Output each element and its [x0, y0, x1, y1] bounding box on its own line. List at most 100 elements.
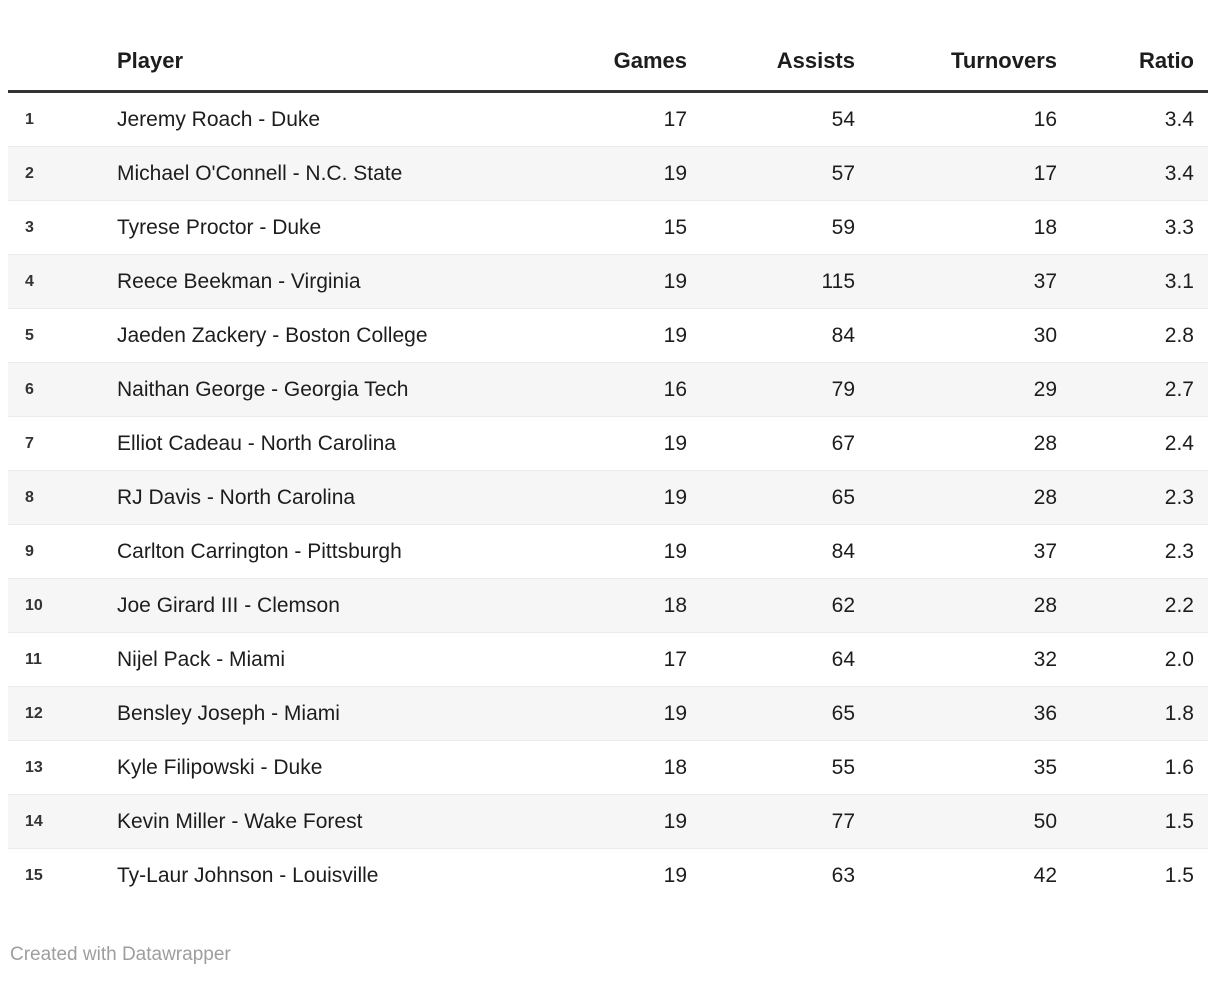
rank-cell: 10 [8, 578, 100, 633]
table-row: 10 Joe Girard III - Clemson 18 62 28 2.2 [8, 578, 1208, 633]
games-cell: 19 [570, 848, 696, 902]
table-row: 4 Reece Beekman - Virginia 19 115 37 3.1 [8, 254, 1208, 309]
player-cell: Jaeden Zackery - Boston College [100, 308, 570, 363]
table-row: 9 Carlton Carrington - Pittsburgh 19 84 … [8, 524, 1208, 579]
assists-cell: 65 [696, 470, 864, 525]
player-cell: Nijel Pack - Miami [100, 632, 570, 687]
turnovers-cell: 16 [864, 91, 1066, 147]
ratio-cell: 2.4 [1066, 416, 1208, 471]
assists-cell: 77 [696, 794, 864, 849]
ratio-cell: 3.3 [1066, 200, 1208, 255]
rank-cell: 12 [8, 686, 100, 741]
rank-cell: 4 [8, 254, 100, 309]
ratio-cell: 3.4 [1066, 146, 1208, 201]
games-cell: 17 [570, 632, 696, 687]
table-row: 14 Kevin Miller - Wake Forest 19 77 50 1… [8, 794, 1208, 849]
assists-cell: 84 [696, 524, 864, 579]
player-cell: Jeremy Roach - Duke [100, 91, 570, 147]
turnovers-cell: 28 [864, 416, 1066, 471]
assists-cell: 79 [696, 362, 864, 417]
turnovers-cell: 42 [864, 848, 1066, 902]
player-cell: Carlton Carrington - Pittsburgh [100, 524, 570, 579]
assists-cell: 84 [696, 308, 864, 363]
header-assists: Assists [696, 0, 864, 93]
assists-cell: 55 [696, 740, 864, 795]
rank-cell: 13 [8, 740, 100, 795]
games-cell: 18 [570, 740, 696, 795]
assist-turnover-table: Player Games Assists Turnovers Ratio 1 J… [8, 0, 1208, 902]
player-cell: Kyle Filipowski - Duke [100, 740, 570, 795]
rank-cell: 11 [8, 632, 100, 687]
table-row: 8 RJ Davis - North Carolina 19 65 28 2.3 [8, 470, 1208, 525]
assists-cell: 54 [696, 91, 864, 147]
player-cell: Kevin Miller - Wake Forest [100, 794, 570, 849]
games-cell: 19 [570, 146, 696, 201]
turnovers-cell: 17 [864, 146, 1066, 201]
assists-cell: 63 [696, 848, 864, 902]
ratio-cell: 2.3 [1066, 524, 1208, 579]
datawrapper-attribution: Created with Datawrapper [10, 944, 231, 965]
rank-cell: 1 [8, 91, 100, 147]
turnovers-cell: 18 [864, 200, 1066, 255]
turnovers-cell: 37 [864, 254, 1066, 309]
games-cell: 19 [570, 416, 696, 471]
table-row: 11 Nijel Pack - Miami 17 64 32 2.0 [8, 632, 1208, 687]
player-cell: RJ Davis - North Carolina [100, 470, 570, 525]
turnovers-cell: 32 [864, 632, 1066, 687]
games-cell: 19 [570, 686, 696, 741]
rank-cell: 3 [8, 200, 100, 255]
assists-cell: 57 [696, 146, 864, 201]
assists-cell: 64 [696, 632, 864, 687]
assists-cell: 59 [696, 200, 864, 255]
header-row: Player Games Assists Turnovers Ratio [8, 0, 1208, 93]
games-cell: 19 [570, 524, 696, 579]
player-cell: Joe Girard III - Clemson [100, 578, 570, 633]
ratio-cell: 2.2 [1066, 578, 1208, 633]
table-row: 12 Bensley Joseph - Miami 19 65 36 1.8 [8, 686, 1208, 741]
table-row: 15 Ty-Laur Johnson - Louisville 19 63 42… [8, 848, 1208, 902]
header-ratio: Ratio [1066, 0, 1208, 93]
ratio-cell: 1.8 [1066, 686, 1208, 741]
table-row: 7 Elliot Cadeau - North Carolina 19 67 2… [8, 416, 1208, 471]
assists-cell: 115 [696, 254, 864, 309]
table-row: 1 Jeremy Roach - Duke 17 54 16 3.4 [8, 91, 1208, 147]
header-rank [8, 0, 100, 93]
rank-cell: 6 [8, 362, 100, 417]
turnovers-cell: 28 [864, 470, 1066, 525]
ratio-cell: 1.5 [1066, 848, 1208, 902]
rank-cell: 14 [8, 794, 100, 849]
rank-cell: 8 [8, 470, 100, 525]
header-player: Player [100, 0, 570, 93]
turnovers-cell: 30 [864, 308, 1066, 363]
ratio-cell: 2.7 [1066, 362, 1208, 417]
rank-cell: 9 [8, 524, 100, 579]
player-cell: Michael O'Connell - N.C. State [100, 146, 570, 201]
table-row: 3 Tyrese Proctor - Duke 15 59 18 3.3 [8, 200, 1208, 255]
table-row: 5 Jaeden Zackery - Boston College 19 84 … [8, 308, 1208, 363]
turnovers-cell: 35 [864, 740, 1066, 795]
player-cell: Reece Beekman - Virginia [100, 254, 570, 309]
assists-cell: 62 [696, 578, 864, 633]
games-cell: 17 [570, 91, 696, 147]
player-cell: Ty-Laur Johnson - Louisville [100, 848, 570, 902]
player-cell: Tyrese Proctor - Duke [100, 200, 570, 255]
table-row: 2 Michael O'Connell - N.C. State 19 57 1… [8, 146, 1208, 201]
player-cell: Naithan George - Georgia Tech [100, 362, 570, 417]
turnovers-cell: 28 [864, 578, 1066, 633]
ratio-cell: 3.1 [1066, 254, 1208, 309]
table-row: 13 Kyle Filipowski - Duke 18 55 35 1.6 [8, 740, 1208, 795]
turnovers-cell: 29 [864, 362, 1066, 417]
ratio-cell: 1.6 [1066, 740, 1208, 795]
header-turnovers: Turnovers [864, 0, 1066, 93]
rank-cell: 15 [8, 848, 100, 902]
games-cell: 18 [570, 578, 696, 633]
turnovers-cell: 50 [864, 794, 1066, 849]
player-cell: Bensley Joseph - Miami [100, 686, 570, 741]
turnovers-cell: 36 [864, 686, 1066, 741]
games-cell: 15 [570, 200, 696, 255]
games-cell: 19 [570, 470, 696, 525]
header-games: Games [570, 0, 696, 93]
ratio-cell: 1.5 [1066, 794, 1208, 849]
games-cell: 16 [570, 362, 696, 417]
